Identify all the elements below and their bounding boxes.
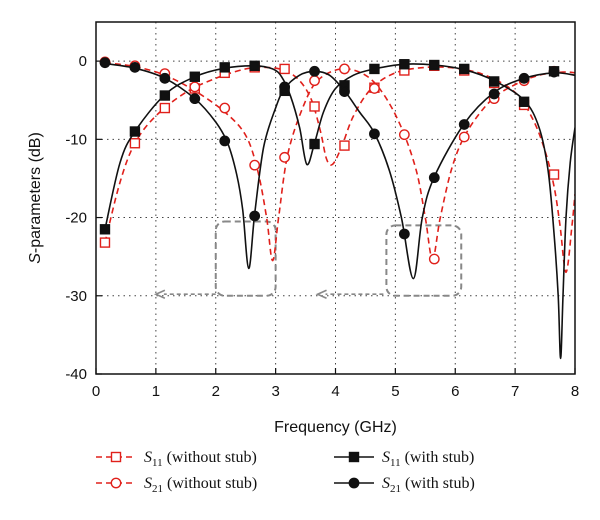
shift-arrow-head	[315, 289, 327, 299]
data-point	[488, 88, 500, 100]
data-point	[339, 63, 350, 75]
shift-arrow-head	[153, 289, 166, 299]
x-tick-label: 3	[271, 383, 279, 400]
data-point	[249, 60, 260, 72]
legend-item: S11 (without stub)	[96, 449, 257, 469]
series-line	[104, 62, 575, 280]
data-point	[518, 72, 530, 84]
data-point	[428, 253, 440, 265]
data-point	[369, 83, 380, 94]
legend-label: S21 (with stub)	[382, 475, 475, 495]
highlight-box	[214, 220, 277, 297]
data-point	[488, 76, 500, 87]
series-line	[104, 63, 575, 360]
legend-swatch-marker	[348, 451, 360, 463]
data-point	[189, 71, 200, 82]
data-point	[369, 128, 380, 140]
data-point	[279, 151, 291, 163]
data-point	[428, 172, 440, 184]
data-point	[339, 140, 350, 151]
x-tick-label: 8	[571, 383, 579, 400]
data-point	[309, 101, 320, 112]
data-point	[398, 228, 410, 240]
legend-item: S11 (with stub)	[334, 449, 474, 469]
data-point	[458, 119, 470, 130]
x-tick-label: 4	[331, 383, 339, 400]
data-point	[339, 86, 350, 98]
legend-label: S21 (without stub)	[144, 475, 257, 495]
data-point	[219, 135, 231, 147]
data-point	[159, 102, 171, 114]
data-point	[99, 57, 111, 69]
data-point	[219, 102, 231, 114]
x-tick-label: 2	[212, 383, 220, 400]
data-point	[279, 63, 290, 75]
data-point	[129, 138, 141, 149]
series-line	[104, 66, 575, 274]
y-tick-label: -20	[65, 210, 87, 227]
data-point	[189, 93, 201, 105]
legend-label: S11 (with stub)	[382, 449, 474, 469]
data-point	[459, 63, 470, 75]
legend-swatch-marker	[110, 477, 122, 489]
x-tick-label: 6	[451, 383, 459, 400]
legend-item: S21 (without stub)	[96, 475, 257, 495]
data-point	[279, 81, 291, 93]
legend-item: S21 (with stub)	[334, 475, 475, 495]
data-point	[309, 138, 320, 150]
data-point	[159, 90, 171, 101]
series-layer	[99, 56, 575, 360]
data-point	[548, 169, 560, 180]
series-line	[104, 61, 575, 262]
annotation-layer	[153, 220, 463, 299]
x-tick-label: 1	[152, 383, 160, 400]
data-point	[309, 65, 320, 77]
legend-swatch-marker	[348, 477, 360, 489]
x-tick-label: 0	[92, 383, 100, 400]
data-point	[249, 159, 261, 171]
data-point	[99, 237, 111, 248]
data-point	[189, 81, 201, 93]
legend: S11 (without stub) S11 (with stub) S21 (wi…	[96, 449, 475, 495]
data-point	[159, 72, 171, 84]
legend-label: S11 (without stub)	[144, 449, 257, 469]
y-tick-label: -10	[65, 131, 87, 148]
data-point	[398, 129, 410, 141]
series-21-with-stub	[99, 57, 575, 280]
data-point	[548, 66, 560, 78]
x-tick-label: 5	[391, 383, 399, 400]
data-point	[518, 96, 530, 107]
x-axis-label: Frequency (GHz)	[274, 419, 397, 436]
series-21-without-stub	[99, 56, 575, 265]
data-point	[129, 126, 141, 137]
data-point	[369, 63, 380, 75]
axis-ticks: 0 1 2 3 4 5 6 7 8 0 -10 -20 -30 -40	[65, 53, 579, 400]
y-tick-label: -40	[65, 366, 87, 383]
y-tick-label: -30	[65, 288, 87, 305]
highlight-box	[385, 224, 463, 297]
data-point	[249, 210, 261, 222]
data-point	[99, 224, 111, 235]
data-point	[399, 59, 410, 70]
series-11-without-stub	[99, 60, 575, 274]
series-11-with-stub	[99, 59, 575, 360]
data-point	[309, 75, 320, 87]
x-tick-label: 7	[511, 383, 519, 400]
data-point	[129, 61, 141, 73]
data-point	[458, 131, 470, 143]
y-axis-label: S-parameters (dB)	[27, 132, 44, 264]
legend-swatch-marker	[110, 451, 122, 463]
data-point	[429, 59, 440, 71]
y-tick-label: 0	[79, 53, 87, 70]
data-point	[219, 62, 230, 73]
